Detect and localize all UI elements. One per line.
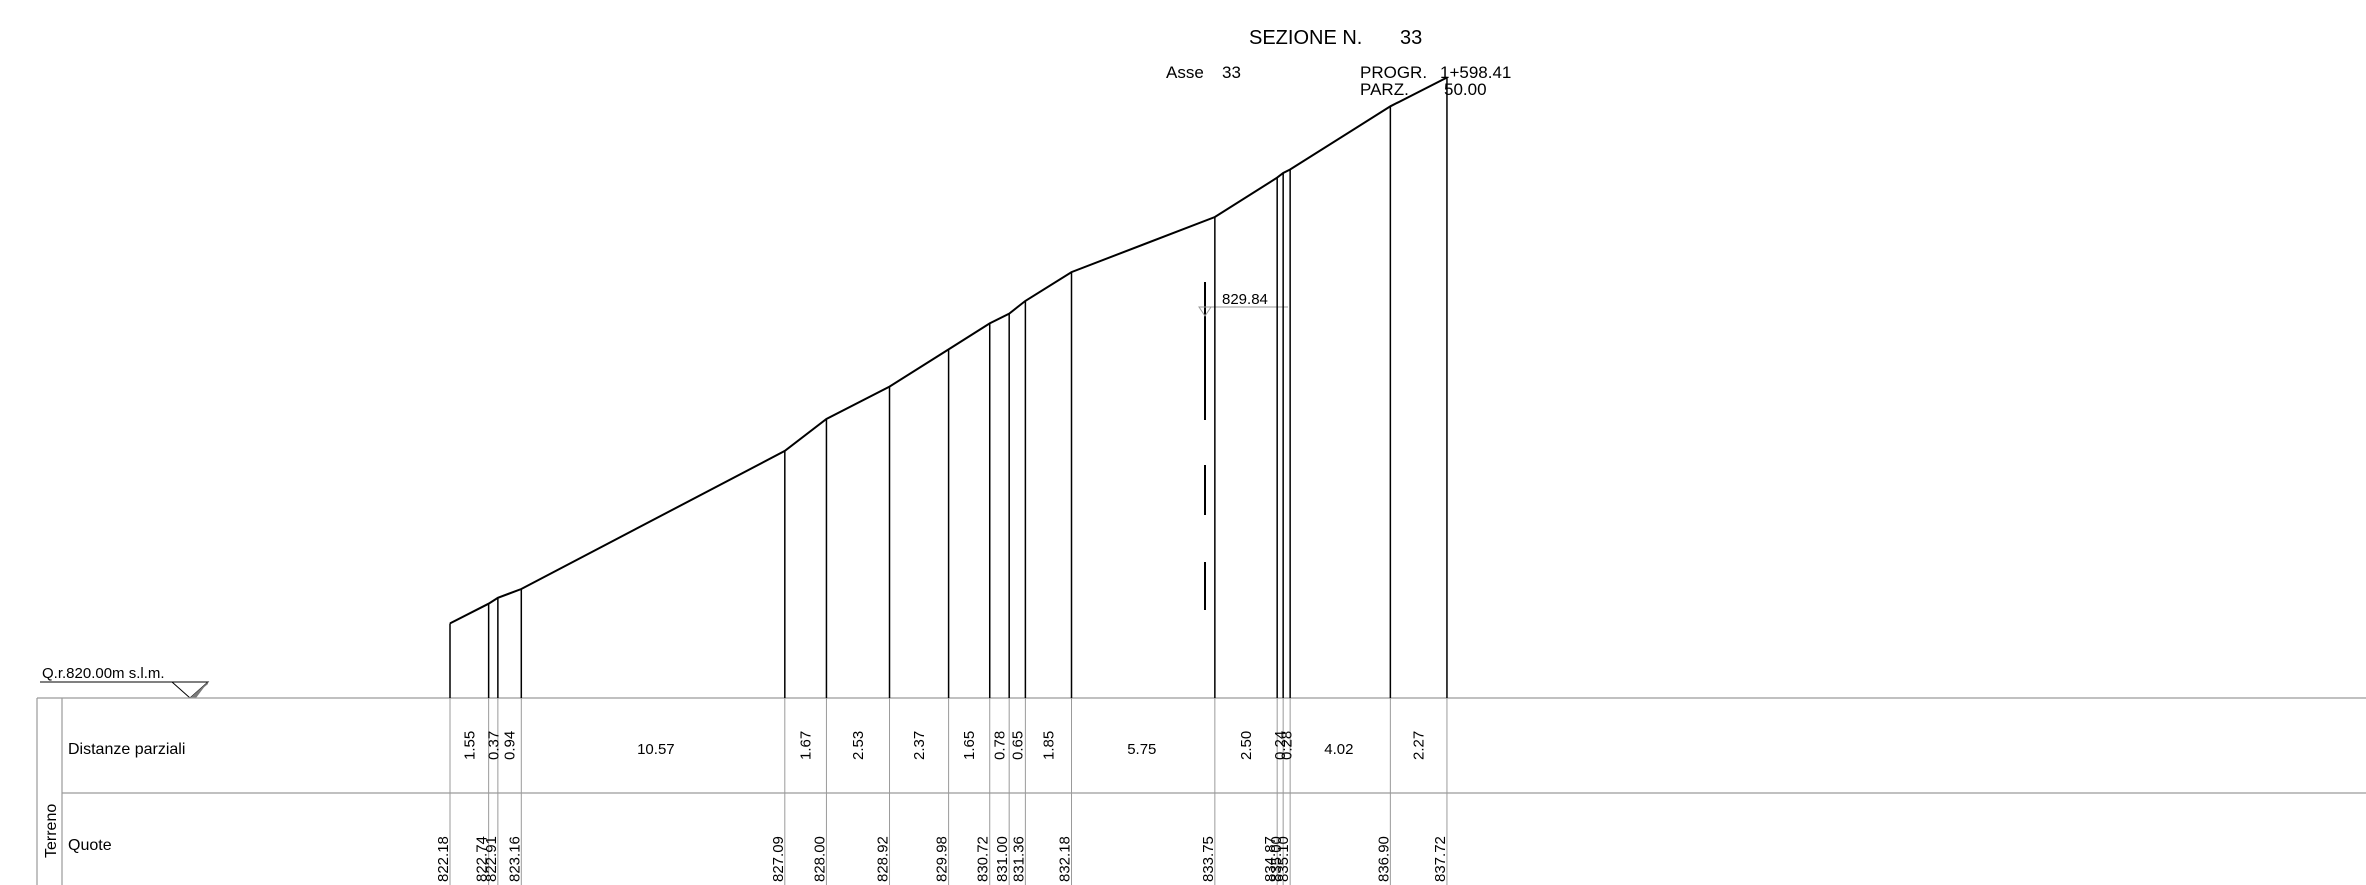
elevation-value: 836.90 bbox=[1375, 836, 1392, 882]
elevation-value: 828.00 bbox=[811, 836, 828, 882]
partial-distance: 2.27 bbox=[1411, 731, 1428, 760]
partial-distance: 1.67 bbox=[798, 731, 815, 760]
partial-distance: 0.94 bbox=[502, 731, 519, 760]
partial-distance: 10.57 bbox=[637, 741, 675, 758]
partial-distance: 2.50 bbox=[1238, 731, 1255, 760]
partial-distance: 2.37 bbox=[911, 731, 928, 760]
elevation-value: 831.00 bbox=[994, 836, 1011, 882]
row-label-elevations: Quote bbox=[68, 837, 112, 854]
elevation-value: 837.72 bbox=[1432, 836, 1449, 882]
reference-triangle-icon bbox=[172, 682, 208, 698]
axis-marker: 829.84 bbox=[1199, 282, 1288, 610]
table-group-label: Terreno bbox=[43, 804, 60, 858]
elevation-value: 831.36 bbox=[1010, 836, 1027, 882]
parz-label: PARZ. bbox=[1360, 80, 1409, 99]
section-number: 33 bbox=[1400, 27, 1422, 49]
section-header: SEZIONE N. 33 Asse 33 PROGR. 1+598.41 PA… bbox=[1166, 27, 1511, 99]
elevation-value: 835.10 bbox=[1275, 836, 1292, 882]
partial-distance: 0.37 bbox=[485, 731, 502, 760]
parz-value: 50.00 bbox=[1444, 80, 1487, 99]
axis-label: Asse bbox=[1166, 63, 1204, 82]
elevation-value: 827.09 bbox=[770, 836, 787, 882]
partial-distance: 0.78 bbox=[992, 731, 1009, 760]
elevation-value: 822.18 bbox=[435, 836, 452, 882]
elevation-value: 830.72 bbox=[975, 836, 992, 882]
elevation-value: 833.75 bbox=[1200, 836, 1217, 882]
partial-distance: 1.65 bbox=[961, 731, 978, 760]
row-label-distances: Distanze parziali bbox=[68, 741, 185, 758]
partial-distance: 4.02 bbox=[1324, 741, 1353, 758]
section-title: SEZIONE N. bbox=[1249, 27, 1362, 49]
elevation-value: 823.16 bbox=[506, 836, 523, 882]
partial-distance: 1.85 bbox=[1040, 731, 1057, 760]
reference-level: Q.r.820.00m s.l.m. bbox=[40, 665, 208, 698]
partial-distance: 2.53 bbox=[850, 731, 867, 760]
partial-distance: 5.75 bbox=[1127, 741, 1156, 758]
elevation-value: 822.91 bbox=[483, 836, 500, 882]
partial-distance: 0.65 bbox=[1009, 731, 1026, 760]
axis-elevation-label: 829.84 bbox=[1222, 291, 1268, 308]
partial-distance: 1.55 bbox=[461, 731, 478, 760]
axis-number: 33 bbox=[1222, 63, 1241, 82]
elevation-value: 832.18 bbox=[1057, 836, 1074, 882]
elevation-value: 829.98 bbox=[934, 836, 951, 882]
partial-distance: 0.28 bbox=[1279, 731, 1296, 760]
reference-label: Q.r.820.00m s.l.m. bbox=[42, 665, 165, 682]
elevation-value: 828.92 bbox=[875, 836, 892, 882]
